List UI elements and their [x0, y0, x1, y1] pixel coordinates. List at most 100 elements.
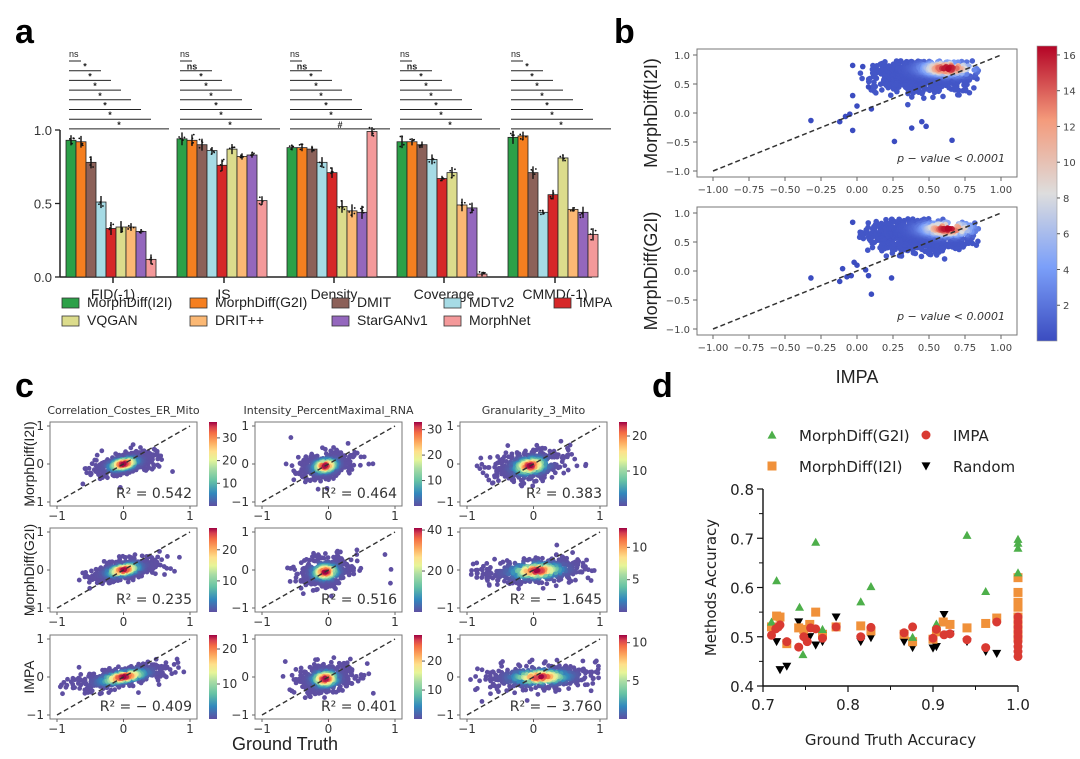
replicate-dot	[483, 271, 486, 274]
significance-label: ns	[290, 49, 300, 59]
density-point	[480, 470, 486, 476]
bar	[456, 204, 468, 278]
replicate-dot	[413, 138, 415, 141]
density-point	[871, 79, 877, 86]
significance-label: *	[309, 71, 313, 81]
density-point	[498, 561, 503, 566]
density-point	[136, 690, 141, 696]
density-point	[486, 477, 492, 483]
bar	[246, 154, 258, 278]
replicate-dot	[543, 212, 545, 215]
identity-line	[712, 54, 1002, 172]
density-point	[921, 95, 927, 101]
replicate-dot	[252, 153, 255, 156]
replicate-dot	[372, 132, 374, 135]
density-point	[478, 455, 484, 461]
replicate-dot	[212, 150, 215, 153]
replicate-dot	[239, 156, 242, 159]
density-point	[570, 550, 576, 555]
significance-label: *	[228, 120, 232, 130]
density-point	[883, 216, 889, 223]
replicate-dot	[108, 227, 111, 229]
legend-swatch	[331, 297, 350, 309]
bar	[396, 141, 408, 278]
density-point	[94, 452, 100, 458]
density-point	[370, 461, 376, 467]
replicate-dot	[228, 147, 231, 150]
bar	[135, 231, 147, 278]
replicate-dot	[440, 179, 442, 182]
y-tick-label: −1	[436, 495, 454, 509]
y-tick-label: 1.0	[34, 123, 52, 138]
density-point	[857, 70, 864, 76]
y-tick-label: 0.5	[34, 197, 52, 212]
replicate-dot	[251, 151, 254, 154]
density-point	[164, 565, 170, 571]
legend-label: DMIT	[357, 294, 392, 310]
x-tick-label: −0.75	[734, 343, 765, 354]
y-tick-label: 0.5	[674, 80, 690, 91]
y-tick-label: 0	[241, 457, 249, 471]
outlier-point	[891, 138, 898, 145]
replicate-dot	[290, 148, 293, 151]
colorbar-tick-label: 5	[632, 573, 640, 587]
density-point	[88, 470, 93, 476]
x-tick-label: 0.00	[846, 185, 868, 196]
replicate-dot	[98, 203, 100, 206]
density-point	[908, 94, 915, 100]
y-tick-label: 0	[36, 670, 44, 684]
bar	[577, 211, 589, 278]
significance-label: *	[117, 120, 121, 130]
significance-label: ns	[407, 62, 418, 72]
outlier-point	[854, 262, 860, 269]
replicate-dot	[452, 174, 455, 177]
colorbar-tick-label: 20	[222, 454, 237, 468]
density-point	[477, 466, 483, 472]
p-value-annotation: p − value < 0.0001	[896, 310, 1005, 323]
panel-letter-b: b	[614, 13, 635, 51]
y-tick-label: −1.0	[666, 325, 690, 336]
replicate-dot	[550, 197, 552, 200]
bar	[236, 156, 248, 278]
replicate-dot	[311, 146, 314, 149]
density-point	[544, 581, 550, 587]
replicate-dot	[418, 144, 421, 147]
x-tick-label: 1	[596, 615, 604, 629]
x-tick-label: 0.50	[918, 343, 940, 354]
x-tick-label: −0.75	[734, 185, 765, 196]
replicate-dot	[549, 195, 552, 198]
bar	[115, 226, 127, 278]
density-point	[864, 247, 871, 254]
y-axis-label: MorphDiff(G2I)	[641, 212, 661, 331]
bar	[517, 135, 529, 278]
legend-label: StarGANv1	[357, 312, 428, 328]
significance-label: *	[329, 110, 333, 120]
density-point	[585, 575, 591, 581]
replicate-dot	[509, 132, 512, 135]
density-point	[534, 568, 540, 574]
bar	[286, 147, 298, 278]
colorbar	[619, 422, 627, 506]
x-tick-label: −1	[458, 509, 476, 523]
replicate-dot	[534, 168, 537, 170]
x-tick-label: 0	[325, 509, 333, 523]
colorbar	[209, 528, 217, 612]
y-tick-label: −1	[231, 601, 249, 615]
replicate-dot	[127, 228, 130, 230]
significance-label: *	[559, 120, 563, 130]
density-point	[487, 455, 493, 460]
density-point	[971, 67, 978, 73]
density-point	[941, 256, 948, 262]
x-tick-label: −1	[253, 509, 271, 523]
replicate-dot	[441, 177, 444, 180]
r2-annotation: R² = 0.542	[116, 486, 192, 502]
x-tick-label: −1.00	[698, 185, 729, 196]
y-tick-label: 0	[446, 457, 454, 471]
replicate-dot	[221, 160, 224, 162]
bar	[436, 178, 448, 278]
colorbar-tick-label: 10	[632, 540, 647, 554]
density-point	[533, 478, 539, 484]
replicate-dot	[463, 201, 466, 204]
y-tick-label: 1	[446, 419, 454, 433]
